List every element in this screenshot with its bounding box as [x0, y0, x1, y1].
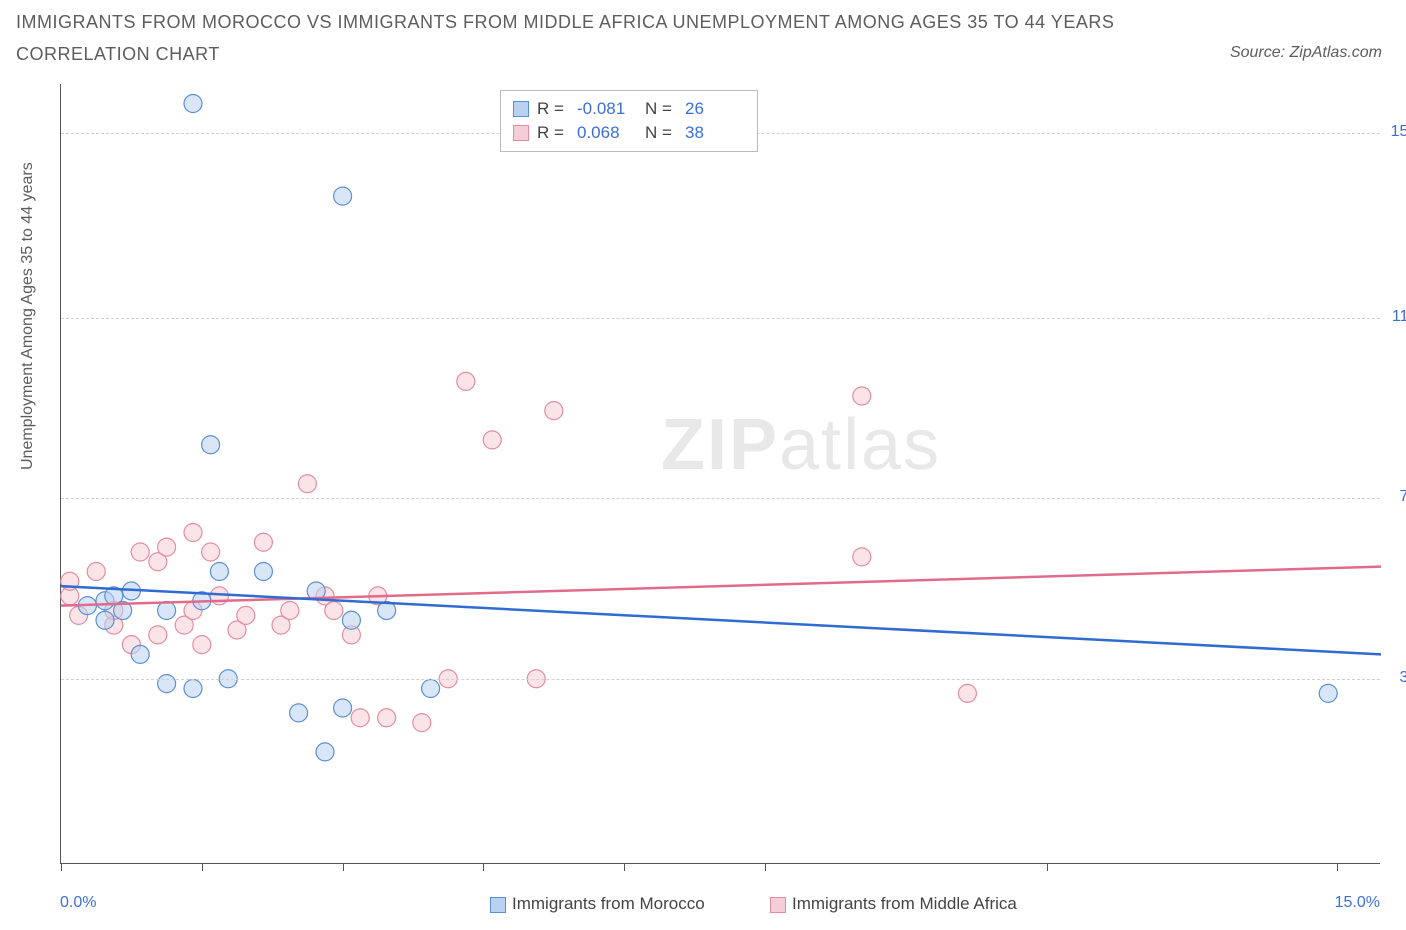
source-attribution: Source: ZipAtlas.com	[1230, 44, 1382, 62]
chart-title-line1: IMMIGRANTS FROM MOROCCO VS IMMIGRANTS FR…	[16, 12, 1114, 33]
scatter-point	[351, 709, 369, 727]
stats-r-value-a: -0.081	[577, 97, 637, 121]
legend-label-b: Immigrants from Middle Africa	[792, 894, 1017, 913]
trend-line	[61, 586, 1381, 654]
scatter-point	[149, 626, 167, 644]
scatter-point	[483, 431, 501, 449]
y-tick-label: 7.5%	[1400, 488, 1406, 506]
scatter-point	[202, 543, 220, 561]
scatter-svg	[61, 84, 1381, 864]
stats-n-value-b: 38	[685, 121, 745, 145]
scatter-point	[184, 95, 202, 113]
scatter-point	[334, 187, 352, 205]
scatter-point	[853, 548, 871, 566]
grid-line	[61, 679, 1380, 680]
scatter-point	[254, 563, 272, 581]
scatter-point	[158, 675, 176, 693]
x-axis-max-label: 15.0%	[1335, 894, 1380, 912]
y-axis-label: Unemployment Among Ages 35 to 44 years	[19, 162, 37, 470]
stats-swatch-pink	[513, 125, 529, 141]
scatter-point	[193, 636, 211, 654]
chart-plot-area: ZIPatlas 3.8%7.5%11.2%15.0%	[60, 84, 1380, 864]
scatter-point	[545, 402, 563, 420]
scatter-point	[1319, 684, 1337, 702]
x-tick	[202, 863, 203, 871]
chart-title-line2: CORRELATION CHART	[16, 44, 220, 65]
scatter-point	[184, 524, 202, 542]
scatter-point	[378, 709, 396, 727]
stats-n-label-b: N =	[645, 121, 677, 145]
legend-swatch-blue	[490, 897, 506, 913]
x-axis-min-label: 0.0%	[60, 894, 96, 912]
scatter-point	[422, 680, 440, 698]
stats-swatch-blue	[513, 101, 529, 117]
scatter-point	[316, 743, 334, 761]
scatter-point	[334, 699, 352, 717]
scatter-point	[184, 680, 202, 698]
legend-middle-africa: Immigrants from Middle Africa	[770, 894, 1017, 914]
grid-line	[61, 498, 1380, 499]
scatter-point	[131, 543, 149, 561]
stats-r-value-b: 0.068	[577, 121, 637, 145]
x-tick	[624, 863, 625, 871]
scatter-point	[281, 602, 299, 620]
stats-row-morocco: R = -0.081 N = 26	[513, 97, 745, 121]
stats-r-label-a: R =	[537, 97, 569, 121]
scatter-point	[958, 684, 976, 702]
scatter-point	[87, 563, 105, 581]
scatter-point	[325, 602, 343, 620]
y-tick-label: 11.2%	[1392, 308, 1406, 326]
scatter-point	[131, 645, 149, 663]
scatter-point	[290, 704, 308, 722]
legend-morocco: Immigrants from Morocco	[490, 894, 705, 914]
x-tick	[483, 863, 484, 871]
legend-label-a: Immigrants from Morocco	[512, 894, 705, 913]
scatter-point	[158, 538, 176, 556]
stats-n-value-a: 26	[685, 97, 745, 121]
scatter-point	[210, 563, 228, 581]
x-tick	[61, 863, 62, 871]
y-tick-label: 3.8%	[1400, 669, 1406, 687]
scatter-point	[254, 533, 272, 551]
scatter-point	[158, 602, 176, 620]
x-tick	[1047, 863, 1048, 871]
scatter-point	[298, 475, 316, 493]
scatter-point	[237, 606, 255, 624]
scatter-point	[413, 714, 431, 732]
scatter-point	[342, 611, 360, 629]
correlation-stats-box: R = -0.081 N = 26 R = 0.068 N = 38	[500, 90, 758, 152]
legend-swatch-pink	[770, 897, 786, 913]
grid-line	[61, 318, 1380, 319]
scatter-point	[202, 436, 220, 454]
stats-r-label-b: R =	[537, 121, 569, 145]
x-tick	[765, 863, 766, 871]
x-tick	[1337, 863, 1338, 871]
scatter-point	[457, 372, 475, 390]
scatter-point	[853, 387, 871, 405]
scatter-point	[96, 611, 114, 629]
stats-n-label-a: N =	[645, 97, 677, 121]
x-tick	[343, 863, 344, 871]
stats-row-middle-africa: R = 0.068 N = 38	[513, 121, 745, 145]
y-tick-label: 15.0%	[1391, 123, 1406, 141]
